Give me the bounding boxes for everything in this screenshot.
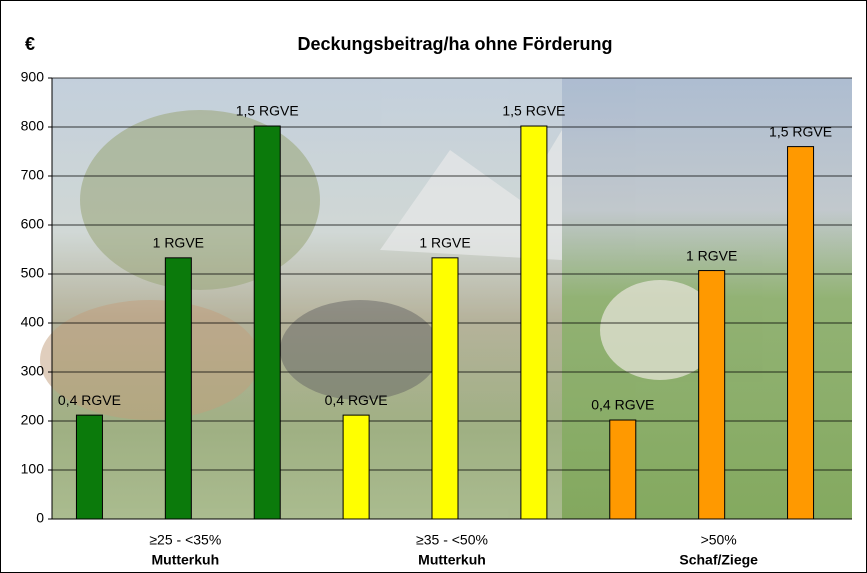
y-tick-label: 0 (36, 510, 44, 526)
data-label: 1,5 RGVE (502, 103, 565, 119)
data-label: 1,5 RGVE (236, 103, 299, 119)
x-tick-label: ≥35 - <50% (416, 532, 488, 548)
bar (253, 125, 281, 520)
data-label: 0,4 RGVE (325, 392, 388, 408)
y-tick-label: 400 (21, 314, 45, 330)
x-tick-label: ≥25 - <35% (149, 532, 221, 548)
y-tick-label: 900 (21, 69, 45, 85)
bar (164, 257, 192, 520)
x-tick-label: >50% (701, 532, 737, 548)
data-label: 0,4 RGVE (591, 397, 654, 413)
y-tick-label: 600 (21, 216, 45, 232)
data-label: 1,5 RGVE (769, 123, 832, 139)
bar (342, 414, 370, 520)
x-tick-sublabel: Mutterkuh (418, 552, 486, 568)
bar (520, 125, 548, 520)
bar (787, 146, 815, 520)
x-tick-sublabel: Schaf/Ziege (679, 552, 758, 568)
bar (75, 414, 103, 520)
data-label: 1 RGVE (419, 235, 470, 251)
data-label: 0,4 RGVE (58, 392, 121, 408)
y-tick-label: 100 (21, 461, 45, 477)
y-tick-label: 800 (21, 118, 45, 134)
bar (609, 419, 637, 520)
y-axis-label: € (25, 34, 35, 54)
x-tick-sublabel: Mutterkuh (151, 552, 219, 568)
y-tick-label: 300 (21, 363, 45, 379)
y-tick-label: 500 (21, 265, 45, 281)
chart-title: Deckungsbeitrag/ha ohne Förderung (297, 34, 612, 54)
bar (698, 270, 726, 520)
bar (431, 257, 459, 520)
data-label: 1 RGVE (686, 247, 737, 263)
y-tick-label: 700 (21, 167, 45, 183)
y-tick-label: 200 (21, 412, 45, 428)
data-label: 1 RGVE (153, 235, 204, 251)
